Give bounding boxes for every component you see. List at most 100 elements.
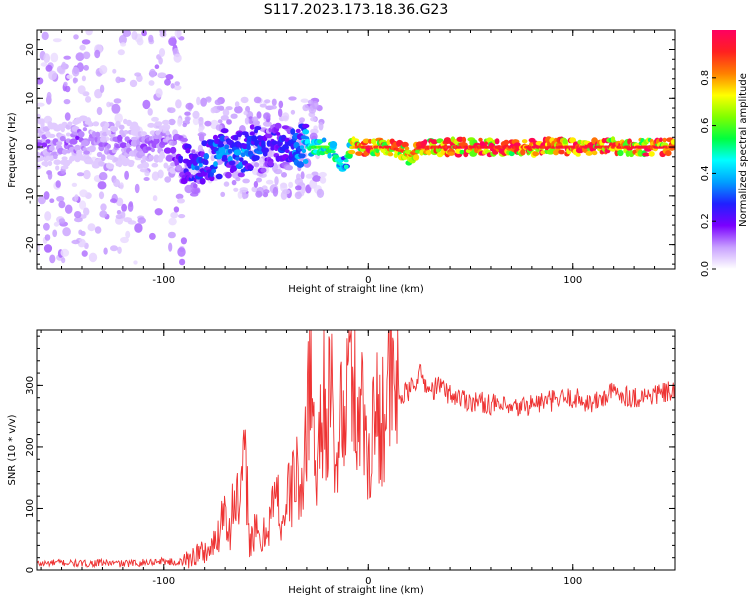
spectrogram-cell — [71, 239, 80, 245]
spectrogram-cell — [43, 222, 50, 231]
spectrogram-cell — [55, 165, 60, 171]
spectrogram-cell — [193, 183, 198, 189]
spectrogram-cell — [123, 130, 129, 135]
spectrogram-cell — [143, 163, 148, 169]
spectrogram-cell — [45, 64, 53, 72]
spectrogram-cell — [252, 155, 260, 161]
spectrogram-cell — [79, 44, 86, 51]
spectrogram-cell — [197, 132, 207, 137]
colorbar-tick-label: 0.8 — [700, 70, 711, 86]
spectrogram-cell — [44, 234, 51, 241]
spectrogram-cell — [222, 108, 230, 117]
spectrogram-cell — [220, 191, 226, 197]
spectrogram-cell — [284, 149, 290, 154]
spectrogram-cell — [152, 195, 158, 202]
snr-series-line — [36, 329, 676, 569]
spectrogram-cell — [120, 236, 129, 244]
spectrogram-cell — [251, 116, 259, 123]
spectrogram-cell — [494, 138, 500, 145]
spectrogram-cell — [231, 179, 237, 186]
colorbar-tick-label: 0.0 — [700, 261, 711, 277]
spectrogram-cell — [387, 152, 394, 157]
spectrogram-cell — [40, 62, 48, 67]
spectrogram-cell — [52, 229, 58, 238]
spectrogram-cell — [75, 52, 85, 62]
spectrogram-cell — [163, 162, 169, 169]
spectrogram-cell — [220, 115, 229, 121]
x-tick-label: 100 — [563, 275, 582, 286]
spectrogram-cell — [159, 31, 167, 38]
spectrogram-cell — [119, 142, 128, 149]
spectrogram-cell — [214, 99, 222, 106]
spectrogram-cell — [478, 137, 483, 142]
spectrogram-cell — [648, 151, 655, 157]
spectrogram-cell — [72, 77, 77, 84]
spectrogram-cell — [126, 119, 132, 127]
spectrogram-cell — [85, 96, 92, 103]
spectrogram-cell — [329, 141, 338, 148]
spectrogram-cell — [151, 171, 160, 181]
spectrogram-cell — [447, 151, 455, 156]
spectrogram-cell — [642, 152, 651, 157]
spectrogram-cell — [88, 121, 93, 127]
spectrogram-cell — [173, 84, 182, 91]
spectrogram-cell — [180, 137, 188, 142]
spectrogram-cell — [209, 175, 215, 182]
x-tick-label: 0 — [365, 576, 371, 587]
snr-x-label: Height of straight line (km) — [288, 585, 424, 596]
spectrogram-cell — [231, 171, 241, 179]
spectrogram-cell — [184, 143, 192, 151]
spectrogram-cell — [37, 195, 46, 205]
spectrogram-cell — [43, 244, 53, 253]
spectrogram-cell — [96, 151, 103, 158]
spectrogram-cell — [117, 246, 122, 254]
x-tick-label: -100 — [152, 275, 175, 286]
spectrogram-cell — [147, 122, 155, 128]
spectrogram-cell — [261, 140, 266, 147]
spectrogram-cell — [63, 161, 70, 167]
snr-y-label: SNR (10 * v/v) — [7, 414, 18, 485]
spectrogram-y-ticks: -20 -10 0 10 20 — [25, 29, 675, 265]
spectrogram-cell — [157, 72, 167, 78]
spectrogram-cell — [258, 157, 264, 165]
figure-title: S117.2023.173.18.36.G23 — [264, 2, 449, 18]
spectrogram-cell — [64, 112, 71, 121]
spectrogram-cell — [296, 173, 301, 181]
spectrogram-cell — [83, 64, 89, 71]
spectrogram-cell — [265, 131, 273, 139]
spectrogram-cell — [233, 187, 239, 192]
spectrogram-cell — [120, 42, 127, 47]
spectrogram-cell — [45, 155, 51, 161]
spectrogram-cells — [37, 30, 675, 266]
spectrogram-cell — [368, 138, 373, 144]
spectrogram-cell — [185, 147, 191, 154]
spectrogram-cell — [55, 180, 61, 188]
spectrogram-cell — [117, 49, 125, 56]
spectrogram-cell — [85, 30, 93, 36]
spectrogram-cell — [43, 191, 50, 200]
spectrogram-cell — [48, 70, 57, 81]
spectrogram-cell — [200, 97, 208, 107]
spectrogram-cell — [459, 149, 465, 155]
spectrogram-cell — [101, 154, 106, 162]
snr-y-ticks: 0 100 200 300 — [25, 335, 675, 573]
spectrogram-cell — [240, 152, 246, 158]
spectrogram-cell — [62, 227, 71, 237]
spectrogram-cell — [77, 131, 85, 138]
spectrogram-cell — [426, 149, 432, 156]
spectrogram-cell — [300, 171, 305, 180]
spectrogram-cell — [119, 182, 124, 190]
spectrogram-cell — [562, 138, 568, 145]
spectrogram-cell — [47, 160, 53, 167]
spectrogram-cell — [92, 121, 100, 127]
colorbar-tick-label: 0.6 — [700, 118, 711, 134]
spectrogram-cell — [310, 116, 317, 122]
spectrogram-cell — [299, 145, 305, 150]
spectrogram-cell — [96, 106, 103, 116]
spectrogram-cell — [290, 109, 296, 115]
spectrogram-cell — [199, 178, 206, 185]
spectrogram-cell — [148, 154, 154, 160]
spectrogram-cell — [194, 165, 200, 171]
spectrogram-cell — [168, 118, 176, 126]
spectrogram-cell — [229, 160, 236, 166]
